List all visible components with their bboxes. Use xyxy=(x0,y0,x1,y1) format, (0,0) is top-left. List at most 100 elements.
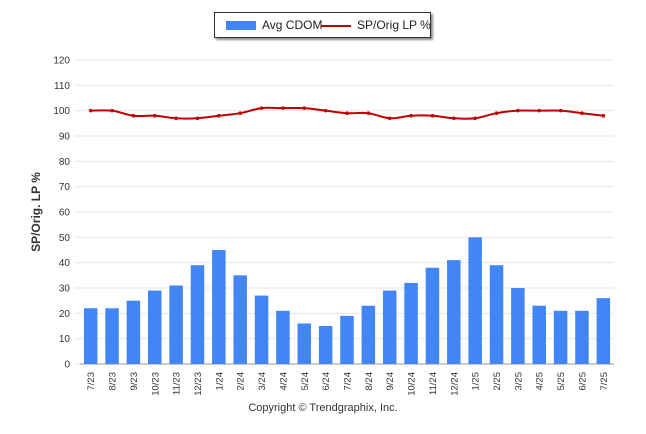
x-axis-ticks: 7/23 8/23 9/23 10/23 11/23 12/23 1/24 2/24 3/24 4… xyxy=(86,372,610,396)
line-point xyxy=(430,113,435,118)
x-tick-label: 12/23 xyxy=(193,372,204,396)
bar xyxy=(169,285,183,364)
line-point xyxy=(259,106,264,110)
line-point xyxy=(195,116,200,121)
legend: Avg CDOM SP/Orig LP % xyxy=(214,12,431,38)
line-point xyxy=(494,111,499,115)
line-point xyxy=(366,111,371,115)
y-tick-label: 110 xyxy=(54,81,70,92)
x-tick-label: 5/25 xyxy=(556,372,567,391)
gridlines xyxy=(75,59,614,365)
line-point xyxy=(387,116,392,121)
y-axis-label: SP/Orig. LP % xyxy=(29,172,43,252)
line-point xyxy=(473,116,477,121)
bar xyxy=(233,275,247,364)
x-tick-label: 5/24 xyxy=(300,372,311,391)
y-tick-label: 80 xyxy=(59,157,71,168)
y-tick-label: 70 xyxy=(59,182,71,193)
y-tick-label: 20 xyxy=(59,309,71,320)
bar xyxy=(83,308,98,364)
bar xyxy=(340,315,354,364)
bar xyxy=(190,265,205,364)
bar xyxy=(212,250,226,364)
y-tick-label: 40 xyxy=(59,258,71,269)
bar xyxy=(532,305,546,364)
x-tick-label: 2/24 xyxy=(236,372,247,391)
line-point xyxy=(131,113,136,118)
x-tick-label: 10/23 xyxy=(150,372,161,396)
line-point xyxy=(516,108,520,113)
y-axis-ticks: 0 10 20 30 40 50 60 70 80 90 100 110 120 xyxy=(53,56,70,371)
bar xyxy=(105,308,119,364)
y-tick-label: 90 xyxy=(59,132,71,143)
x-tick-label: 2/25 xyxy=(492,372,503,391)
x-tick-label: 11/23 xyxy=(172,372,183,395)
bar xyxy=(361,305,376,364)
x-tick-label: 7/23 xyxy=(86,372,97,391)
legend-bar-swatch xyxy=(226,21,256,30)
line-point xyxy=(302,106,307,110)
bar xyxy=(511,288,525,364)
bar xyxy=(447,260,461,364)
copyright-text: Copyright © Trendgraphix, Inc. xyxy=(248,402,398,414)
x-tick-label: 3/25 xyxy=(513,372,524,391)
x-tick-label: 1/25 xyxy=(471,372,482,391)
x-tick-label: 8/23 xyxy=(108,372,119,391)
bar xyxy=(489,265,504,364)
bar xyxy=(596,298,611,364)
y-tick-label: 120 xyxy=(53,56,70,67)
line-point xyxy=(281,106,285,110)
bar xyxy=(297,323,312,364)
line-point xyxy=(580,111,584,115)
line-point xyxy=(537,108,542,113)
line-point xyxy=(152,113,157,118)
x-tick-label: 8/24 xyxy=(364,372,375,391)
x-tick-label: 11/24 xyxy=(428,372,439,395)
line-point xyxy=(558,108,563,113)
x-tick-label: 1/24 xyxy=(214,372,225,391)
x-tick-label: 6/24 xyxy=(321,372,332,391)
bar xyxy=(404,282,418,364)
x-tick-label: 9/23 xyxy=(129,372,140,391)
x-tick-label: 10/24 xyxy=(407,372,418,396)
line-series xyxy=(88,106,606,121)
x-tick-label: 4/25 xyxy=(535,372,546,391)
x-tick-label: 4/24 xyxy=(278,372,289,391)
y-tick-label: 50 xyxy=(59,233,71,244)
bar xyxy=(553,310,568,364)
bar xyxy=(318,326,333,364)
bar xyxy=(382,290,397,364)
bar xyxy=(148,290,162,364)
line-point xyxy=(345,111,349,115)
line-point xyxy=(238,111,242,115)
x-tick-label: 7/25 xyxy=(599,372,610,391)
y-tick-label: 60 xyxy=(59,208,71,219)
x-tick-label: 9/24 xyxy=(385,372,396,391)
bar xyxy=(575,310,589,364)
y-tick-label: 30 xyxy=(59,284,71,295)
x-tick-label: 12/24 xyxy=(449,372,460,396)
legend-line-swatch xyxy=(321,25,351,27)
line-point xyxy=(217,113,221,118)
bar-series xyxy=(83,237,611,364)
y-tick-label: 10 xyxy=(59,334,71,345)
line-point xyxy=(88,108,93,113)
y-tick-label: 0 xyxy=(64,360,70,371)
legend-line-label: SP/Orig LP % xyxy=(357,18,431,32)
x-tick-label: 6/25 xyxy=(577,372,588,391)
x-tick-label: 3/24 xyxy=(257,372,268,391)
line-point xyxy=(409,113,413,118)
line-point xyxy=(174,116,178,121)
line-point xyxy=(452,116,456,121)
bar xyxy=(468,237,482,364)
line-point xyxy=(323,108,328,113)
bar xyxy=(276,310,290,364)
line-point xyxy=(110,108,114,113)
bar xyxy=(126,300,141,364)
x-tick-label: 7/24 xyxy=(343,372,354,391)
bar xyxy=(425,267,440,364)
legend-bar-label: Avg CDOM xyxy=(262,18,323,32)
bar xyxy=(254,295,269,364)
line-point xyxy=(601,113,606,118)
